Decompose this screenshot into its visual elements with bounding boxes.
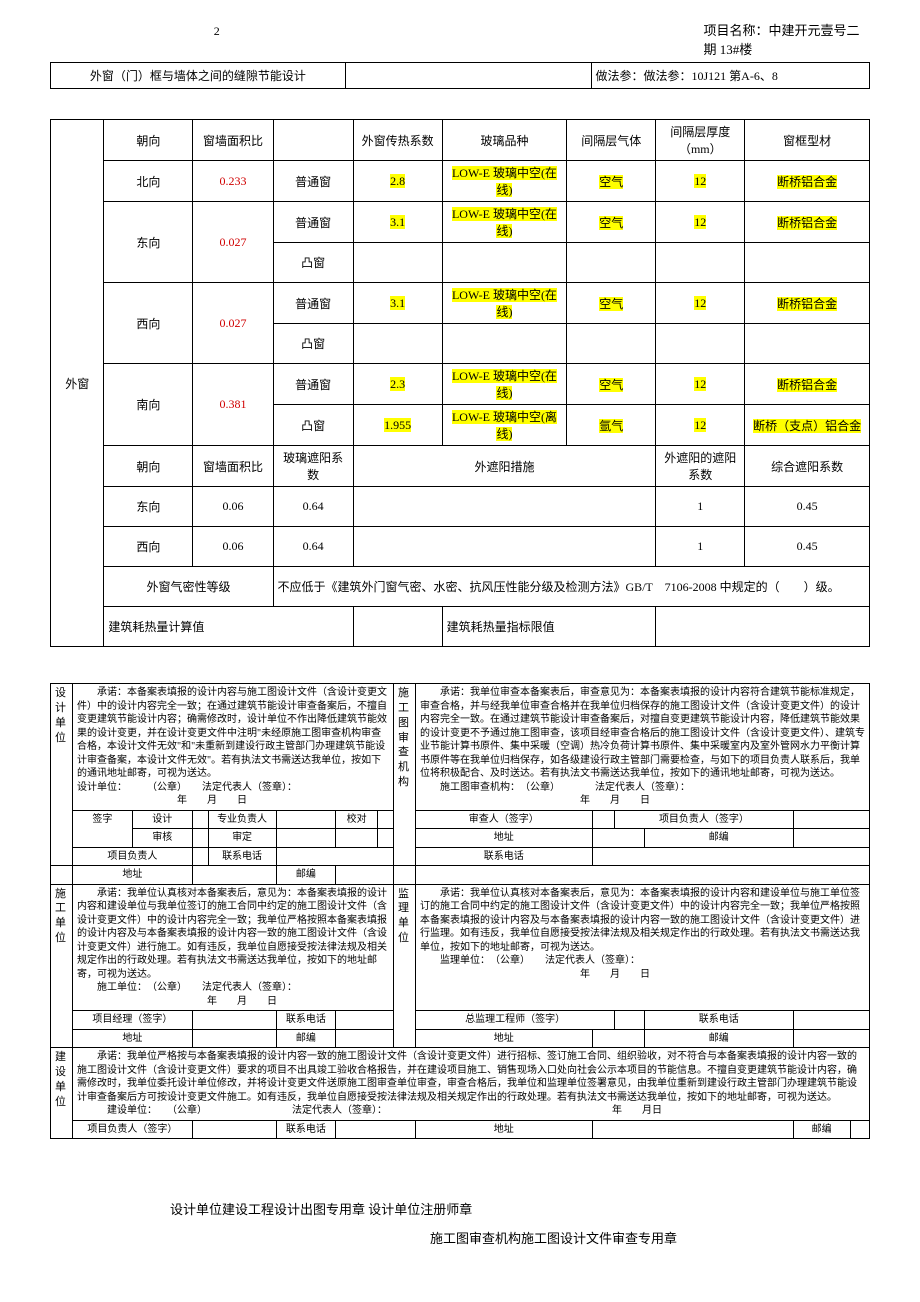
hdr-dir: 朝向 (104, 120, 193, 161)
heat-calc: 建筑耗热量计算值 (104, 607, 353, 647)
design-unit-label: 设计单位 (51, 684, 73, 866)
hdr-ratio: 窗墙面积比 (193, 120, 273, 161)
forms-table: 设计单位 承诺：本备案表填报的设计内容与施工图设计文件（含设计变更文件）中的设计… (50, 683, 870, 1139)
project-label: 项目名称：中建开元壹号二期 13#楼 (703, 20, 870, 58)
seal-design: 设计单位建设工程设计出图专用章 设计单位注册师章 (170, 1199, 870, 1218)
design-promise: 承诺：本备案表填报的设计内容与施工图设计文件（含设计变更文件）中的设计内容完全一… (73, 684, 394, 811)
air-label: 外窗气密性等级 (104, 567, 273, 607)
cell-method-ref: 做法参：做法参：10J121 第A-6、8 (591, 63, 869, 89)
con-label: 施工单位 (51, 884, 73, 1048)
footer-seals: 设计单位建设工程设计出图专用章 设计单位注册师章 施工图审查机构施工图设计文件审… (50, 1199, 870, 1247)
row-south: 南向 0.381 普通窗 2.3 LOW-E 玻璃中空(在线) 空气 12 断桥… (51, 364, 870, 405)
owner-promise: 承诺：我单位严格按与本备案表填报的设计内容一致的施工图设计文件（含设计变更文件）… (73, 1048, 870, 1121)
sup-label: 监理单位 (394, 884, 416, 1048)
cell-gap-design: 外窗（门）框与墙体之间的缝隙节能设计 (51, 63, 346, 89)
row-east: 东向 0.027 普通窗 3.1 LOW-E 玻璃中空(在线) 空气 12 断桥… (51, 202, 870, 243)
row-west: 西向 0.027 普通窗 3.1 LOW-E 玻璃中空(在线) 空气 12 断桥… (51, 283, 870, 324)
con-promise: 承诺：我单位认真核对本备案表后，意见为：本备案表填报的设计内容和建设单位与我单位… (73, 884, 394, 1011)
top-row-table: 外窗（门）框与墙体之间的缝隙节能设计 做法参：做法参：10J121 第A-6、8 (50, 62, 870, 89)
seal-review: 施工图审查机构施工图设计文件审查专用章 (430, 1228, 870, 1247)
sup-promise: 承诺：我单位认真核对本备案表后，意见为：本备案表填报的设计内容和建设单位与施工单… (416, 884, 870, 1011)
hdr-glass: 玻璃品种 (442, 120, 567, 161)
review-label: 施工图审查机构 (394, 684, 416, 866)
hdr-gas: 间隔层气体 (567, 120, 656, 161)
hdr-blank (273, 120, 353, 161)
owner-label: 建设单位 (51, 1048, 73, 1139)
row-north: 北向 0.233 普通窗 2.8 LOW-E 玻璃中空(在线) 空气 12 断桥… (51, 161, 870, 202)
window-table: 外窗 朝向 窗墙面积比 外窗传热系数 玻璃品种 间隔层气体 间隔层厚度（mm） … (50, 119, 870, 647)
review-promise: 承诺：我单位审查本备案表后，审查意见为：本备案表填报的设计内容符合建筑节能标准规… (416, 684, 870, 811)
hdr-thk: 间隔层厚度（mm） (656, 120, 745, 161)
hdr-frame: 窗框型材 (745, 120, 870, 161)
heat-limit: 建筑耗热量指标限值 (442, 607, 656, 647)
hdr-coef: 外窗传热系数 (353, 120, 442, 161)
air-text: 不应低于《建筑外门窗气密、水密、抗风压性能分级及检测方法》GB/T 7106-2… (273, 567, 869, 607)
side-label: 外窗 (51, 120, 104, 647)
cell-empty (345, 63, 591, 89)
page-number: 2 (50, 24, 383, 39)
